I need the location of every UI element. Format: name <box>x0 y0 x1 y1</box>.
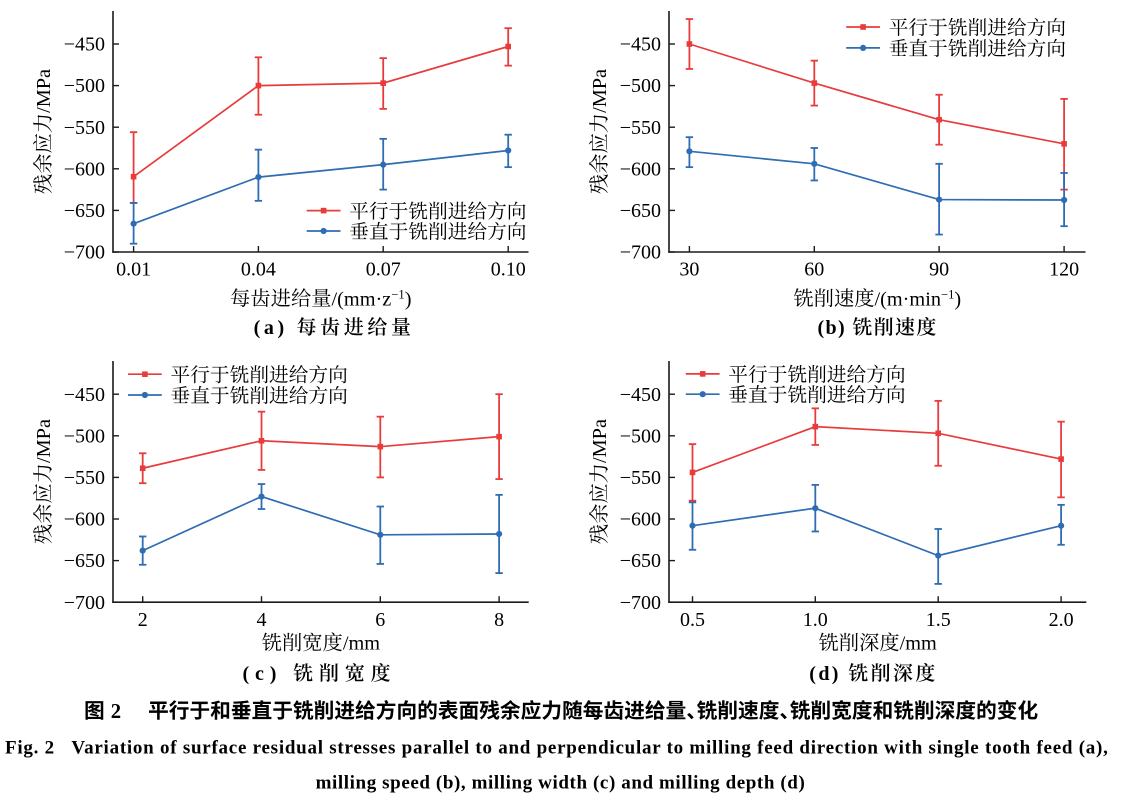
svg-text:): ) <box>954 288 961 310</box>
svg-text:c: c <box>255 663 264 685</box>
svg-text:−550: −550 <box>620 117 661 139</box>
svg-text:/mm: /mm <box>900 633 937 655</box>
svg-text:−600: −600 <box>64 509 105 531</box>
svg-text:/MPa: /MPa <box>589 419 611 463</box>
svg-text:−700: −700 <box>620 242 661 264</box>
svg-text:−550: −550 <box>64 117 105 139</box>
svg-text:−650: −650 <box>620 550 661 572</box>
svg-text:(: ( <box>254 317 261 339</box>
svg-text:−650: −650 <box>64 550 105 572</box>
svg-text:−700: −700 <box>64 592 105 614</box>
svg-text:−600: −600 <box>64 158 105 180</box>
svg-text:−500: −500 <box>64 75 105 97</box>
svg-text:0.07: 0.07 <box>366 258 401 280</box>
svg-text:/MPa: /MPa <box>589 69 611 113</box>
svg-text:/MPa: /MPa <box>33 69 55 113</box>
svg-text:−550: −550 <box>64 467 105 489</box>
svg-text:2: 2 <box>138 609 148 631</box>
svg-text:−650: −650 <box>620 200 661 222</box>
svg-text:−700: −700 <box>64 242 105 264</box>
svg-text:120: 120 <box>1049 258 1079 280</box>
svg-text:): ) <box>405 288 412 310</box>
svg-text:−500: −500 <box>64 425 105 447</box>
svg-text:/mm: /mm <box>343 633 380 655</box>
svg-text:−450: −450 <box>64 34 105 56</box>
svg-text:): ) <box>270 663 277 685</box>
svg-text:−500: −500 <box>620 75 661 97</box>
svg-text:2.0: 2.0 <box>1049 609 1074 631</box>
svg-text:−600: −600 <box>620 158 661 180</box>
svg-text:0.04: 0.04 <box>241 258 276 280</box>
svg-text:(: ( <box>243 663 250 685</box>
svg-text:60: 60 <box>804 258 824 280</box>
svg-text:−500: −500 <box>620 425 661 447</box>
svg-text:8: 8 <box>494 609 504 631</box>
svg-text:/(mm·z: /(mm·z <box>332 288 392 310</box>
svg-text:90: 90 <box>929 258 949 280</box>
svg-text:2: 2 <box>111 701 121 723</box>
svg-text:): ) <box>832 663 839 685</box>
svg-text:b: b <box>826 317 837 339</box>
svg-text:d: d <box>818 663 829 685</box>
svg-text:30: 30 <box>679 258 699 280</box>
svg-text:/MPa: /MPa <box>33 419 55 463</box>
svg-text:−650: −650 <box>64 200 105 222</box>
svg-text:a: a <box>264 317 274 339</box>
svg-text:(: ( <box>818 317 825 339</box>
svg-text:Fig. 2 Variation of surface: Fig. 2 Variation of surface residual str… <box>5 738 1109 759</box>
svg-text:4: 4 <box>257 609 267 631</box>
svg-text:1.5: 1.5 <box>926 609 951 631</box>
svg-text:(: ( <box>809 663 816 685</box>
svg-text:−700: −700 <box>620 592 661 614</box>
svg-text:0.5: 0.5 <box>680 609 705 631</box>
svg-text:): ) <box>838 317 845 339</box>
svg-text:−550: −550 <box>620 467 661 489</box>
svg-text:0.01: 0.01 <box>116 258 151 280</box>
svg-text:−1: −1 <box>941 288 954 302</box>
svg-text:/(m·min: /(m·min <box>875 288 941 310</box>
svg-text:1.0: 1.0 <box>803 609 828 631</box>
svg-text:−450: −450 <box>64 384 105 406</box>
svg-text:−1: −1 <box>391 288 404 302</box>
svg-text:6: 6 <box>375 609 385 631</box>
svg-text:−450: −450 <box>620 34 661 56</box>
svg-text:0.10: 0.10 <box>491 258 526 280</box>
svg-text:−450: −450 <box>620 384 661 406</box>
svg-text:milling speed (b), milling wid: milling speed (b), milling width (c) and… <box>316 773 806 794</box>
svg-text:−600: −600 <box>620 509 661 531</box>
svg-text:): ) <box>278 317 285 339</box>
